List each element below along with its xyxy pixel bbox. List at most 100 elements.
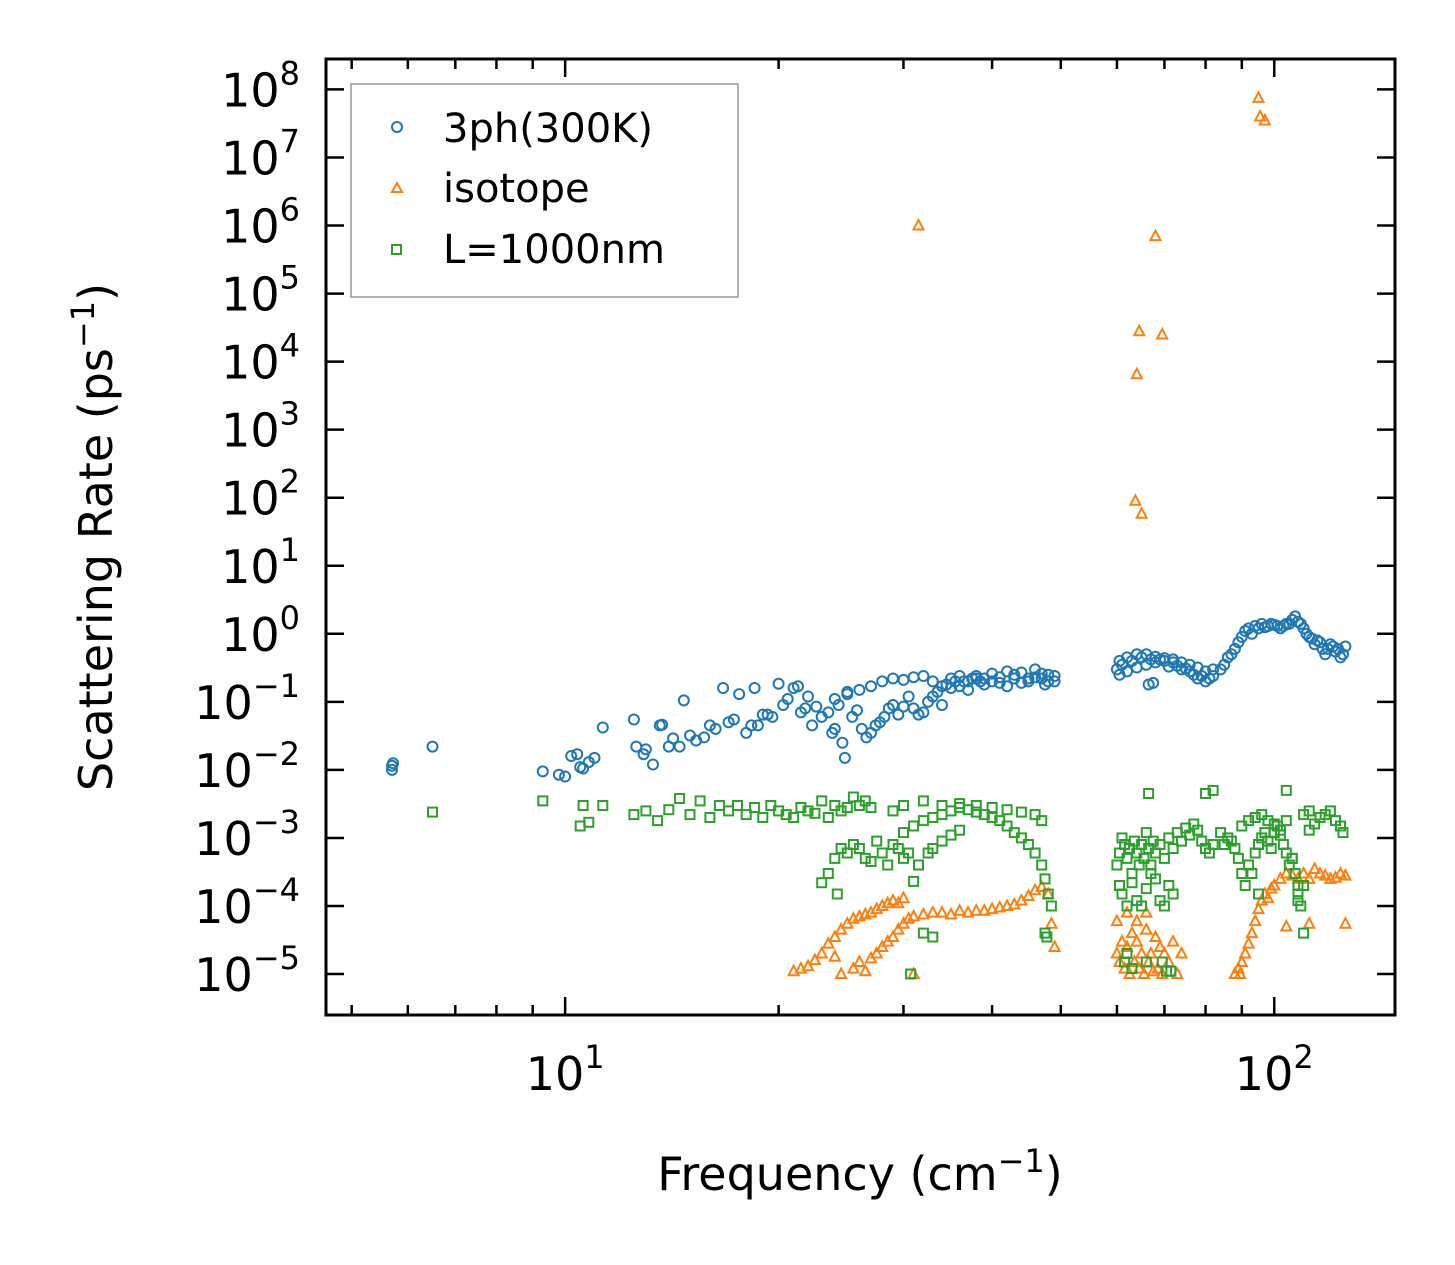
data-point — [1155, 326, 1169, 340]
data-point — [1140, 883, 1152, 895]
data-point — [1176, 835, 1187, 847]
data-point — [1001, 804, 1013, 816]
data-point — [1192, 824, 1204, 836]
data-point — [864, 904, 878, 918]
series-2 — [427, 784, 1349, 980]
data-point — [961, 904, 975, 918]
data-point — [1029, 809, 1041, 821]
data-point — [1127, 954, 1142, 967]
data-point — [1045, 900, 1057, 912]
data-point — [1115, 933, 1129, 947]
data-point — [1207, 784, 1219, 796]
data-point — [1134, 506, 1149, 519]
data-point — [891, 921, 905, 935]
data-point — [1035, 672, 1048, 685]
data-point — [882, 859, 894, 871]
data-point — [927, 843, 939, 854]
data-point — [1253, 108, 1267, 122]
legend-label-L1000nm: L=1000nm — [443, 227, 665, 273]
y-tick-label: 10−3 — [194, 803, 300, 866]
data-point — [1148, 228, 1163, 242]
data-point — [1022, 839, 1034, 850]
data-point — [1048, 675, 1061, 688]
data-point — [1035, 667, 1048, 680]
data-point — [766, 710, 779, 723]
data-point — [871, 835, 883, 847]
data-point — [751, 719, 764, 732]
data-point — [870, 901, 884, 915]
data-point — [792, 680, 804, 693]
data-point — [887, 805, 899, 817]
data-point — [954, 798, 966, 810]
data-point — [901, 911, 916, 924]
data-point — [944, 906, 958, 920]
data-point — [1165, 965, 1177, 977]
data-point — [1265, 843, 1277, 854]
data-point — [1280, 815, 1292, 827]
data-point — [698, 731, 711, 744]
data-point — [1256, 809, 1268, 821]
data-point — [936, 699, 948, 711]
data-point — [917, 670, 930, 682]
data-point — [822, 706, 835, 719]
data-point — [1249, 812, 1261, 823]
data-point — [1041, 931, 1053, 943]
data-point — [1110, 945, 1124, 959]
data-point — [1318, 867, 1332, 881]
data-point — [565, 750, 578, 762]
data-point — [993, 676, 1006, 689]
data-point — [1036, 859, 1048, 871]
y-tick-label: 104 — [221, 327, 300, 390]
plot-marks — [386, 90, 1353, 980]
data-point — [1232, 852, 1244, 864]
plot-frame — [324, 57, 1397, 1017]
data-point — [1302, 916, 1316, 929]
data-point — [1137, 966, 1151, 979]
data-point — [821, 935, 835, 949]
data-point — [1111, 859, 1123, 871]
data-point — [1243, 815, 1255, 827]
data-point — [822, 868, 834, 879]
data-point — [985, 901, 999, 915]
data-point — [836, 736, 849, 749]
data-point — [757, 812, 769, 823]
data-point — [1286, 852, 1298, 864]
data-point — [1298, 880, 1310, 891]
series-0 — [386, 610, 1352, 783]
data-point — [1130, 933, 1144, 947]
data-point — [841, 802, 853, 813]
data-point — [917, 795, 929, 807]
y-tick-label: 10−1 — [194, 667, 300, 730]
y-tick-label: 108 — [221, 54, 300, 117]
data-point — [733, 688, 746, 701]
data-point — [1128, 835, 1140, 847]
data-point — [846, 960, 861, 974]
data-point — [788, 812, 800, 823]
data-point — [799, 702, 812, 715]
data-point — [1277, 620, 1290, 632]
data-point — [1001, 820, 1013, 832]
data-point — [1338, 916, 1353, 929]
data-point — [1039, 873, 1051, 885]
legend-label-3ph: 3ph(300K) — [443, 106, 653, 152]
data-point — [1154, 839, 1166, 850]
data-point — [1048, 670, 1061, 682]
y-axis-title: Scattering Rate (ps−1) — [64, 283, 123, 791]
data-point — [865, 802, 877, 813]
data-point — [858, 963, 872, 977]
data-point — [1253, 888, 1264, 900]
data-point — [853, 683, 866, 696]
data-point — [1302, 871, 1316, 884]
data-point — [1280, 784, 1292, 796]
data-point — [802, 805, 814, 817]
data-point — [832, 699, 845, 711]
data-point — [847, 791, 859, 803]
data-point — [1167, 843, 1179, 854]
data-point — [903, 847, 915, 859]
legend-frame — [350, 83, 739, 298]
data-point — [970, 670, 983, 682]
data-point — [1155, 966, 1169, 979]
data-point — [954, 824, 966, 836]
data-point — [859, 852, 871, 864]
data-point — [902, 690, 915, 703]
